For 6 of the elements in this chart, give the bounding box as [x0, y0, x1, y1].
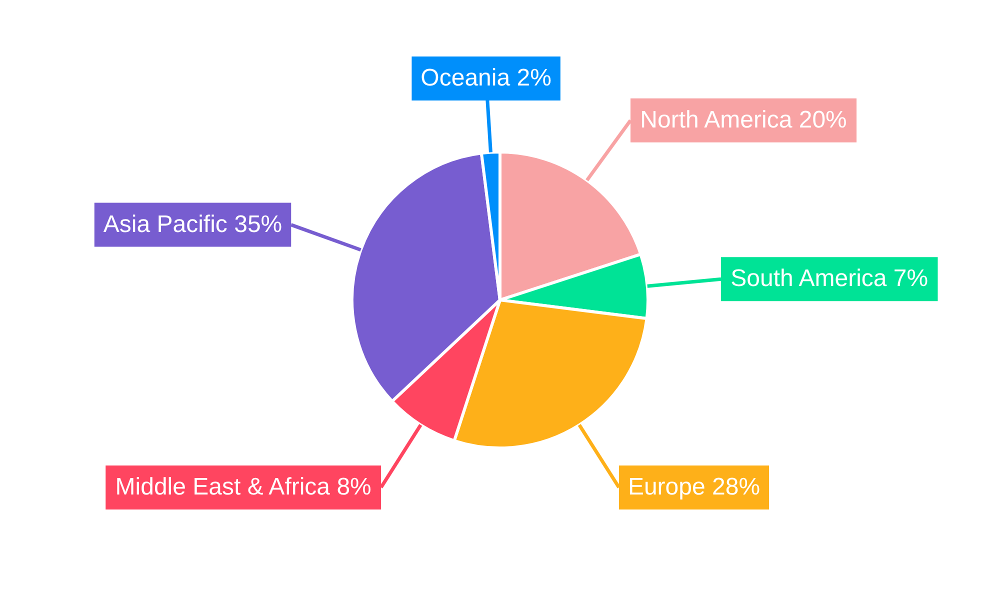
slice-label: North America 20%: [640, 106, 847, 134]
slice-label: Oceania 2%: [420, 64, 552, 92]
slice-label: Middle East & Africa 8%: [115, 473, 372, 500]
slice-label: Asia Pacific 35%: [103, 210, 282, 238]
slice-label: South America 7%: [730, 265, 928, 292]
slice-label: Europe 28%: [628, 473, 760, 500]
